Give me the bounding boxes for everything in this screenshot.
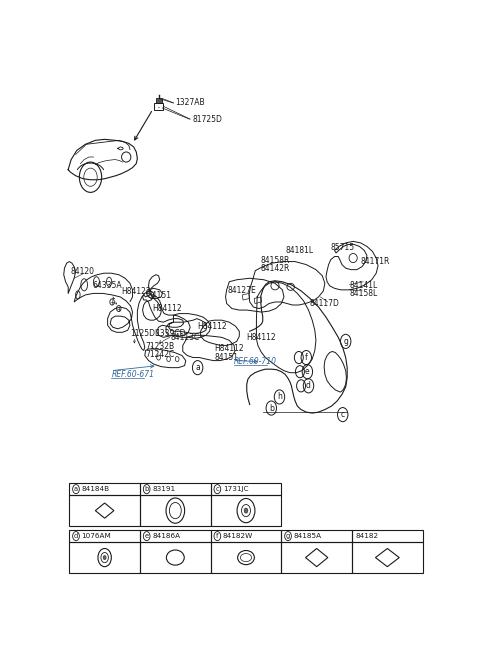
Bar [352, 530, 423, 543]
Bar [140, 495, 211, 525]
Text: 71242C: 71242C [145, 350, 175, 359]
Text: H84112: H84112 [152, 304, 182, 313]
Text: H84112: H84112 [215, 344, 244, 354]
Bar [281, 543, 352, 573]
Text: 84158L: 84158L [349, 289, 378, 298]
Text: 71232B: 71232B [145, 342, 175, 351]
Text: H84112: H84112 [198, 321, 227, 331]
Text: 84182W: 84182W [223, 533, 253, 539]
Bar [69, 543, 140, 573]
Text: 84127E: 84127E [228, 287, 256, 295]
Text: h: h [277, 392, 282, 401]
Text: 1731JC: 1731JC [223, 486, 249, 492]
Text: REF.60-671: REF.60-671 [111, 370, 155, 379]
Text: 84181L: 84181L [285, 246, 313, 255]
Text: 84142R: 84142R [260, 264, 289, 273]
Bar [211, 495, 281, 525]
Bar [69, 495, 140, 525]
Text: 84158R: 84158R [260, 256, 289, 265]
Text: 1076AM: 1076AM [82, 533, 111, 539]
Text: 1327AB: 1327AB [175, 98, 205, 108]
Bar [211, 543, 281, 573]
Text: REF.60-710: REF.60-710 [234, 357, 277, 366]
Text: c: c [341, 410, 345, 419]
Text: 84151: 84151 [215, 353, 239, 362]
Text: c: c [216, 486, 219, 492]
Text: 84185A: 84185A [294, 533, 322, 539]
Text: f: f [305, 353, 308, 362]
Text: 1125DL: 1125DL [130, 329, 159, 338]
Bar [352, 543, 423, 573]
Bar [211, 530, 281, 543]
Text: e: e [144, 533, 149, 539]
Text: d: d [74, 533, 78, 539]
Text: g: g [286, 533, 290, 539]
Text: 84182: 84182 [356, 533, 379, 539]
Text: 84171R: 84171R [360, 257, 390, 266]
Bar [69, 483, 140, 495]
Text: b: b [269, 403, 274, 413]
Bar [154, 104, 163, 110]
Text: 84120: 84120 [71, 267, 95, 276]
Text: 81725D: 81725D [192, 115, 222, 123]
Text: H84122: H84122 [121, 287, 151, 297]
Text: 84113C: 84113C [171, 333, 200, 342]
Bar [156, 98, 162, 104]
Text: d: d [306, 381, 311, 390]
Circle shape [103, 556, 106, 560]
Text: 84141L: 84141L [349, 281, 378, 291]
Circle shape [244, 508, 248, 513]
Text: g: g [343, 337, 348, 346]
Bar [281, 530, 352, 543]
Text: 85715: 85715 [331, 243, 355, 253]
Bar [69, 530, 140, 543]
Text: e: e [305, 367, 310, 376]
Text: 84184B: 84184B [82, 486, 110, 492]
Text: 84151: 84151 [147, 291, 171, 300]
Text: 84186A: 84186A [152, 533, 180, 539]
Text: f: f [216, 533, 218, 539]
Text: a: a [195, 363, 200, 372]
Bar [140, 530, 211, 543]
Text: H84112: H84112 [246, 333, 276, 342]
Text: 1339CD: 1339CD [155, 329, 185, 338]
Bar [211, 483, 281, 495]
Text: 84117D: 84117D [310, 299, 340, 308]
Text: b: b [144, 486, 149, 492]
Bar [140, 483, 211, 495]
Text: 64335A: 64335A [93, 281, 122, 291]
Text: a: a [74, 486, 78, 492]
Bar [140, 543, 211, 573]
Text: 83191: 83191 [152, 486, 175, 492]
